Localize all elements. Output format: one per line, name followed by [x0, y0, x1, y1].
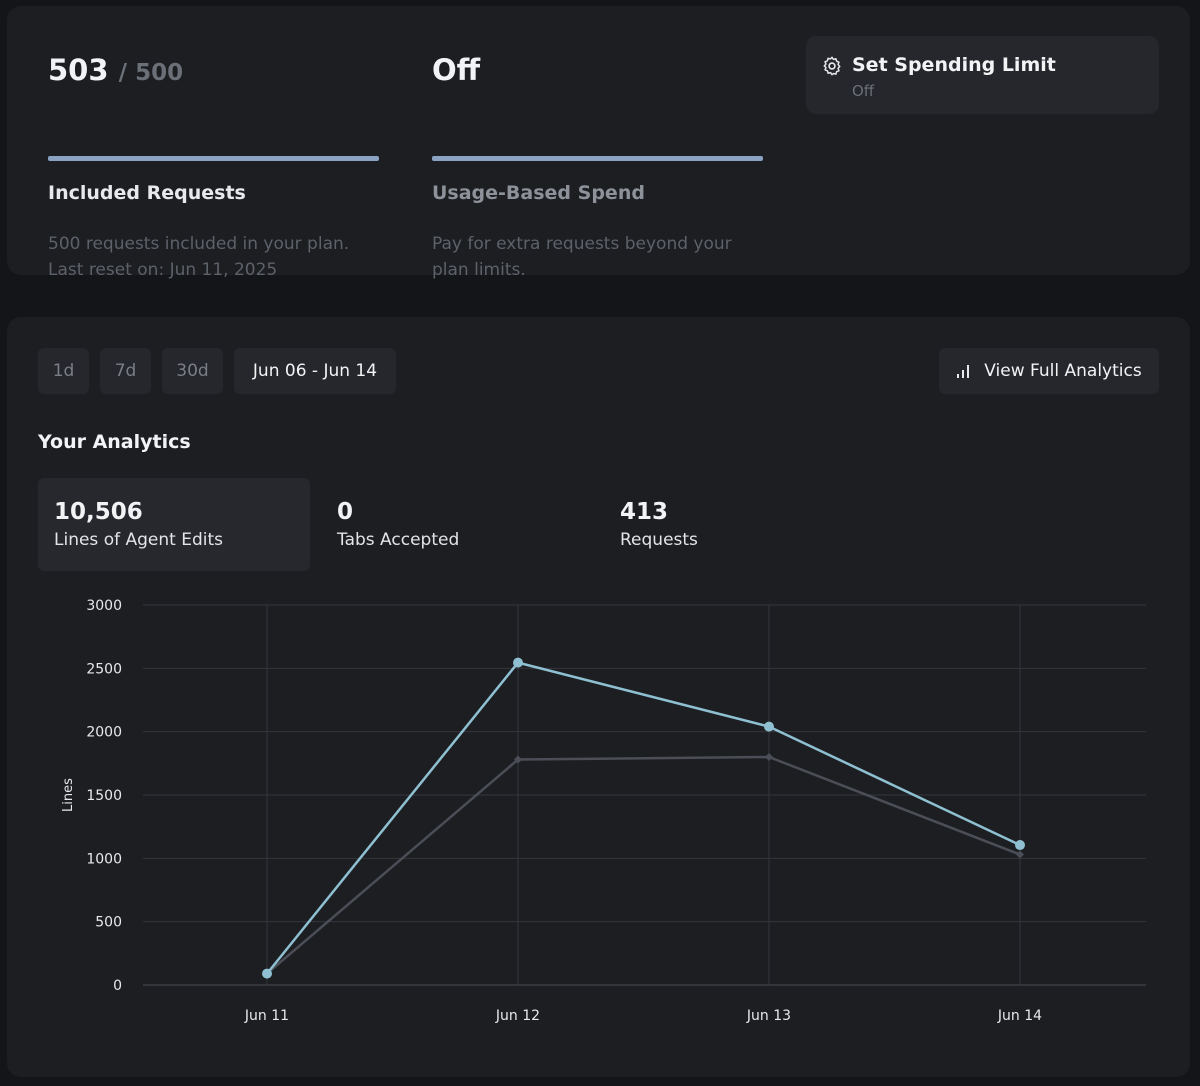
usage-based-spend-bar [432, 156, 763, 161]
set-spending-limit-button[interactable]: Set Spending Limit Off [806, 36, 1159, 114]
x-tick-label: Jun 13 [746, 1008, 791, 1024]
data-point [513, 657, 523, 668]
series-line [266, 755, 1021, 975]
y-tick-label: 1000 [86, 851, 122, 867]
metric-value: 0 [337, 499, 354, 525]
usage-based-spend-description: Pay for extra requests beyond your plan … [432, 231, 772, 283]
range-30d-button[interactable]: 30d [162, 348, 223, 394]
metric-value: 413 [620, 499, 669, 525]
metric-label: Lines of Agent Edits [54, 530, 223, 550]
y-tick-label: 2000 [86, 725, 122, 741]
usage-based-spend-title: Usage-Based Spend [432, 182, 645, 204]
data-point [1016, 850, 1024, 859]
x-tick-label: Jun 14 [997, 1008, 1042, 1024]
requests-limit: / 500 [118, 60, 184, 86]
bar-chart-icon [957, 365, 970, 378]
y-tick-label: 3000 [86, 598, 122, 614]
data-point [1015, 840, 1025, 851]
view-full-analytics-button[interactable]: View Full Analytics [939, 348, 1159, 394]
data-point [764, 721, 774, 732]
metric-requests[interactable]: 413 Requests [604, 478, 876, 571]
range-1d-button[interactable]: 1d [38, 348, 89, 394]
range-7d-button[interactable]: 7d [100, 348, 151, 394]
data-point [262, 968, 272, 979]
metric-label: Tabs Accepted [337, 530, 460, 550]
gear-icon [823, 56, 841, 76]
analytics-title: Your Analytics [38, 431, 191, 453]
included-requests-description: 500 requests included in your plan. Last… [48, 231, 388, 283]
y-tick-label: 0 [113, 978, 122, 994]
usage-based-spend-value: Off [432, 53, 481, 87]
data-point [514, 755, 522, 764]
y-axis-label: Lines [61, 778, 76, 812]
analytics-card: 1d 7d 30d Jun 06 - Jun 14 View Full Anal… [7, 317, 1190, 1077]
y-tick-label: 1500 [86, 788, 122, 804]
included-requests-count: 503 / 500 [48, 54, 379, 89]
included-desc-line1: 500 requests included in your plan. [48, 234, 350, 254]
included-requests-title: Included Requests [48, 182, 246, 204]
series-line [266, 661, 1021, 975]
metric-label: Requests [620, 530, 698, 550]
data-point [765, 753, 773, 761]
included-requests-stat: 503 / 500 Included Requests 500 requests… [48, 54, 379, 280]
range-custom-button[interactable]: Jun 06 - Jun 14 [234, 348, 396, 394]
spending-limit-title: Set Spending Limit [852, 54, 1056, 76]
requests-used: 503 [48, 53, 109, 87]
metric-lines-agent-edits[interactable]: 10,506 Lines of Agent Edits [38, 478, 310, 571]
x-tick-label: Jun 11 [244, 1008, 289, 1024]
metric-tabs-accepted[interactable]: 0 Tabs Accepted [321, 478, 593, 571]
view-full-analytics-label: View Full Analytics [984, 361, 1142, 381]
usage-desc-line1: Pay for extra requests beyond your [432, 234, 732, 254]
metric-value: 10,506 [54, 499, 143, 525]
x-tick-label: Jun 12 [495, 1008, 540, 1024]
y-tick-label: 2500 [86, 661, 122, 677]
spending-limit-status: Off [852, 82, 875, 100]
lines-line-chart: 0 500 1000 1500 2000 2500 3000 Jun 11 Jun 12 Jun … [61, 598, 1146, 1024]
usage-card: 503 / 500 Included Requests 500 requests… [7, 6, 1190, 280]
included-requests-progress-bar [48, 156, 379, 161]
usage-based-spend-stat: Off Usage-Based Spend Pay for extra requ… [432, 53, 763, 280]
y-tick-label: 500 [95, 915, 122, 931]
included-desc-line2: Last reset on: Jun 11, 2025 [48, 260, 278, 280]
usage-desc-line2: plan limits. [432, 260, 526, 280]
